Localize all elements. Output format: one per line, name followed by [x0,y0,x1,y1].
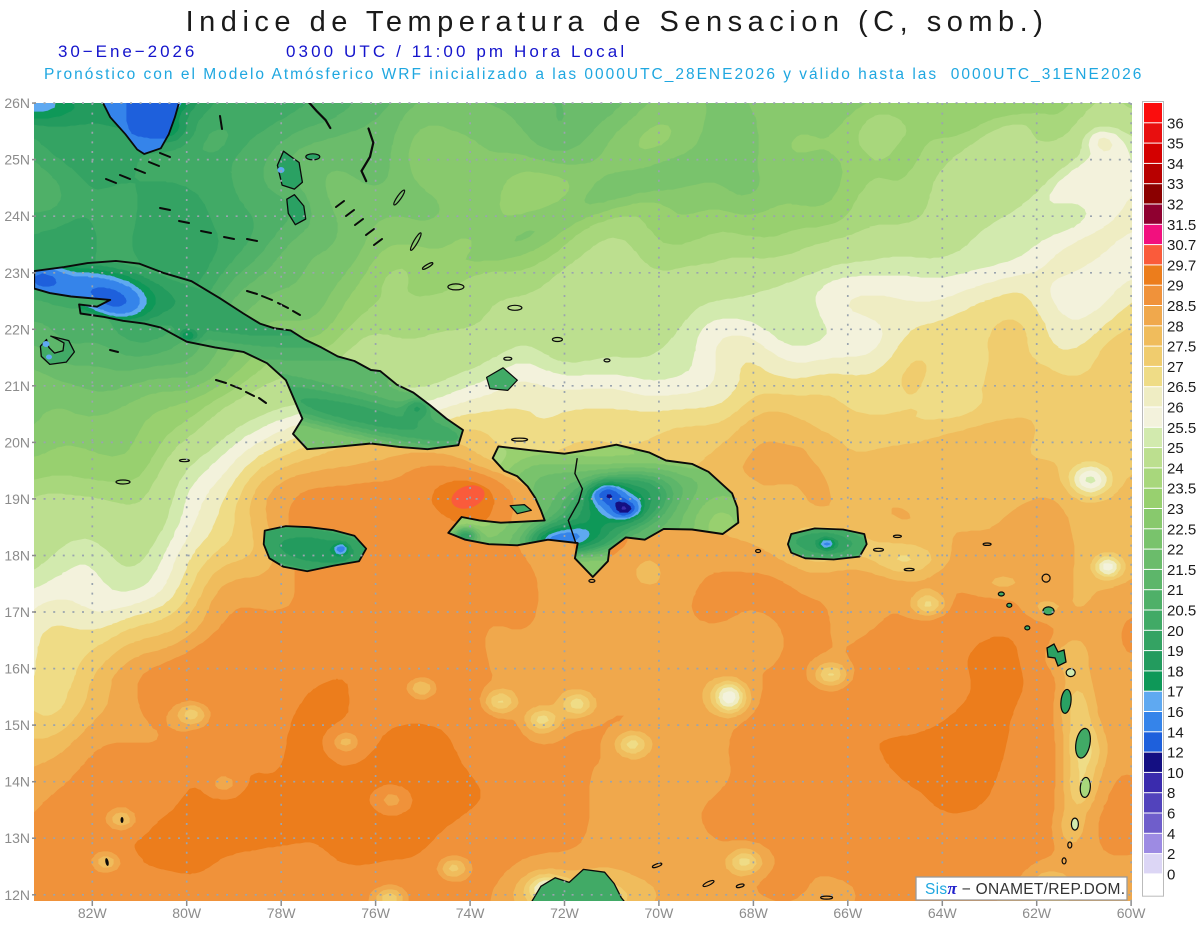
svg-text:64W: 64W [928,905,958,921]
svg-text:21N: 21N [4,378,30,394]
svg-text:12N: 12N [4,887,30,903]
svg-text:6: 6 [1167,806,1175,823]
svg-text:Pronóstico con el Modelo Atmós: Pronóstico con el Modelo Atmósferico WRF… [44,66,1143,83]
svg-text:68W: 68W [739,905,769,921]
svg-text:26N: 26N [4,95,30,111]
svg-text:28: 28 [1167,318,1184,335]
svg-text:18: 18 [1167,663,1184,680]
svg-text:25: 25 [1167,440,1184,457]
svg-text:72W: 72W [550,905,580,921]
svg-text:31.5: 31.5 [1167,217,1196,234]
svg-text:14: 14 [1167,724,1184,741]
svg-text:28.5: 28.5 [1167,298,1196,315]
svg-text:15N: 15N [4,717,30,733]
svg-text:19: 19 [1167,643,1184,660]
svg-text:70W: 70W [645,905,675,921]
svg-text:26.5: 26.5 [1167,379,1196,396]
svg-text:20: 20 [1167,623,1184,640]
svg-text:24: 24 [1167,460,1184,477]
svg-text:8: 8 [1167,785,1175,802]
svg-text:30−Ene−2026: 30−Ene−2026 [58,42,197,61]
svg-text:35: 35 [1167,136,1184,153]
svg-text:23N: 23N [4,265,30,281]
svg-text:32: 32 [1167,197,1184,214]
svg-text:78W: 78W [267,905,297,921]
svg-text:82W: 82W [78,905,108,921]
svg-text:2: 2 [1167,846,1175,863]
svg-text:30.7: 30.7 [1167,237,1196,254]
svg-text:29.7: 29.7 [1167,257,1196,274]
svg-text:0: 0 [1167,866,1175,883]
svg-text:20.5: 20.5 [1167,603,1196,620]
svg-text:27.5: 27.5 [1167,339,1196,356]
svg-text:16N: 16N [4,661,30,677]
svg-text:22: 22 [1167,542,1184,559]
svg-text:19N: 19N [4,491,30,507]
svg-text:21: 21 [1167,582,1184,599]
svg-text:36: 36 [1167,115,1184,132]
svg-text:23: 23 [1167,501,1184,518]
svg-text:21.5: 21.5 [1167,562,1196,579]
svg-text:25N: 25N [4,152,30,168]
svg-text:27: 27 [1167,359,1184,376]
svg-text:22N: 22N [4,321,30,337]
svg-text:25.5: 25.5 [1167,420,1196,437]
svg-text:20N: 20N [4,434,30,450]
svg-text:80W: 80W [172,905,202,921]
svg-text:33: 33 [1167,176,1184,193]
svg-text:22.5: 22.5 [1167,521,1196,538]
svg-text:Indice de Temperatura de Sensa: Indice de Temperatura de Sensacion (C, s… [186,6,1049,38]
svg-text:34: 34 [1167,156,1184,173]
svg-text:16: 16 [1167,704,1184,721]
svg-text:12: 12 [1167,745,1184,762]
svg-text:17: 17 [1167,684,1184,701]
svg-text:14N: 14N [4,774,30,790]
svg-text:74W: 74W [456,905,486,921]
svg-text:10: 10 [1167,765,1184,782]
svg-text:76W: 76W [361,905,391,921]
svg-text:24N: 24N [4,208,30,224]
svg-text:26: 26 [1167,400,1184,417]
svg-text:66W: 66W [833,905,863,921]
svg-text:62W: 62W [1022,905,1052,921]
svg-text:17N: 17N [4,604,30,620]
svg-text:60W: 60W [1117,905,1147,921]
svg-text:23.5: 23.5 [1167,481,1196,498]
svg-text:0300 UTC / 11:00 pm Hora Local: 0300 UTC / 11:00 pm Hora Local [286,42,627,61]
svg-text:4: 4 [1167,826,1175,843]
svg-text:29: 29 [1167,278,1184,295]
svg-text:Sisπ − ONAMET/REP.DOM.: Sisπ − ONAMET/REP.DOM. [925,879,1125,898]
svg-text:13N: 13N [4,830,30,846]
svg-text:18N: 18N [4,548,30,564]
